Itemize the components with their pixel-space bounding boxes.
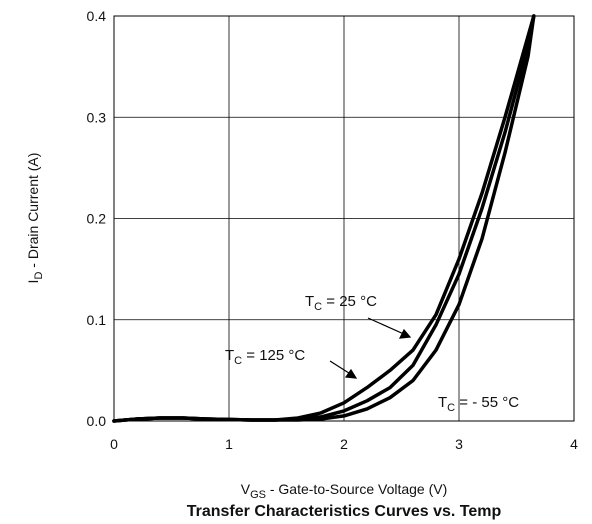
- y-tick-label: 0.3: [87, 109, 107, 125]
- label-125c: TC = 125 °C: [225, 347, 305, 367]
- x-tick-label: 2: [340, 436, 348, 452]
- y-tick-label: 0.4: [87, 8, 107, 24]
- arrow-25c-head: [398, 328, 412, 339]
- y-tick-label: 0.0: [87, 413, 107, 429]
- grid: [114, 16, 574, 421]
- plot-frame: [113, 15, 575, 422]
- series-lines: [112, 14, 536, 423]
- x-tick-label: 4: [570, 436, 578, 452]
- x-tick-label: 0: [110, 436, 118, 452]
- y-tick-labels: 0.0 0.1 0.2 0.3 0.4: [87, 8, 107, 429]
- x-tick-labels: 0 1 2 3 4: [110, 436, 578, 452]
- label-minus55c: TC = - 55 °C: [438, 394, 519, 414]
- x-axis-label: VGS - Gate-to-Source Voltage (V): [241, 481, 448, 501]
- arrow-125c: [329, 360, 353, 376]
- annotation-arrows: [329, 317, 412, 379]
- y-tick-label: 0.2: [87, 211, 107, 227]
- y-axis-label: ID - Drain Current (A): [25, 153, 45, 284]
- arrow-25c: [367, 317, 407, 336]
- x-tick-label: 3: [455, 436, 463, 452]
- series-line-2: [112, 14, 536, 423]
- arrow-125c-head: [344, 368, 358, 379]
- x-tick-label: 1: [225, 436, 233, 452]
- y-tick-label: 0.1: [87, 312, 107, 328]
- label-25c: TC = 25 °C: [305, 293, 377, 313]
- chart-title: Transfer Characteristics Curves vs. Temp: [187, 503, 502, 520]
